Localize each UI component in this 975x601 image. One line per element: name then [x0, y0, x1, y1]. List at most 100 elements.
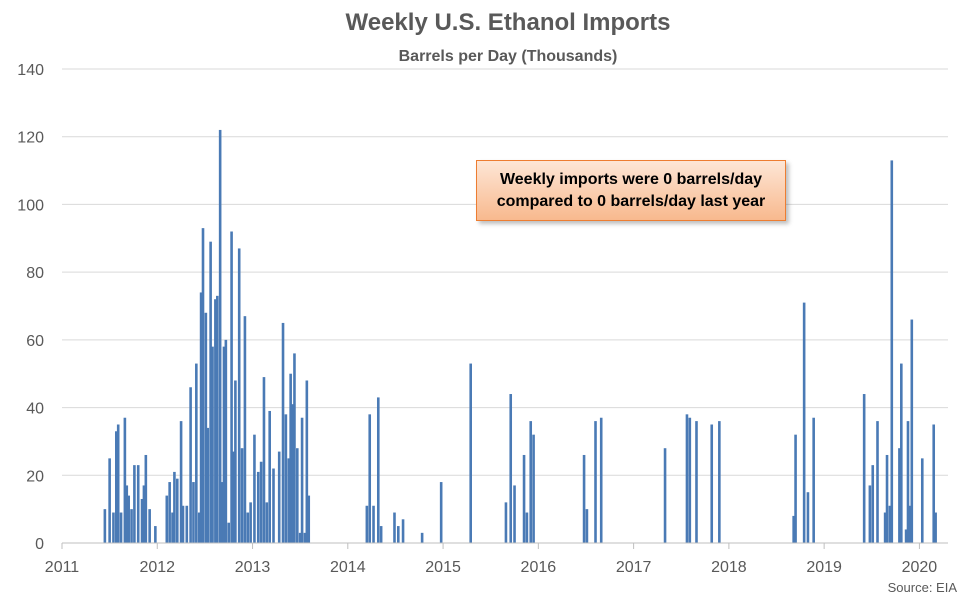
- bar: [812, 417, 815, 543]
- y-tick-label: 100: [17, 197, 44, 214]
- x-tick-label: 2020: [902, 559, 938, 576]
- bar: [237, 248, 241, 543]
- bar: [214, 299, 217, 543]
- bar: [140, 498, 144, 543]
- bar: [365, 505, 369, 543]
- bar: [420, 532, 424, 543]
- x-tick-label: 2015: [425, 559, 461, 576]
- bar: [262, 377, 266, 543]
- bar: [906, 421, 910, 543]
- bar: [802, 302, 806, 543]
- y-tick-label: 140: [17, 62, 44, 79]
- bar: [300, 417, 304, 543]
- bar: [189, 387, 192, 543]
- bar: [220, 482, 224, 543]
- y-tick-label: 0: [35, 536, 44, 553]
- bar: [296, 448, 299, 543]
- bar: [253, 434, 256, 543]
- bar: [112, 512, 115, 543]
- bar: [265, 502, 269, 543]
- bar: [806, 492, 810, 543]
- bar: [594, 421, 597, 543]
- bar: [401, 519, 405, 543]
- bar: [234, 380, 237, 543]
- bar: [291, 404, 294, 543]
- bar: [179, 421, 183, 543]
- bar: [195, 363, 198, 543]
- bar: [876, 421, 879, 543]
- bar: [695, 421, 698, 543]
- bar: [868, 485, 872, 543]
- bar: [284, 414, 288, 543]
- x-tick-label: 2013: [235, 559, 271, 576]
- bar: [305, 380, 309, 543]
- bar: [259, 461, 263, 543]
- chart-title: Weekly U.S. Ethanol Imports: [346, 9, 671, 36]
- bar: [148, 509, 151, 543]
- bar: [246, 512, 250, 543]
- bar: [206, 427, 210, 543]
- bar: [439, 482, 443, 543]
- x-tick-label: 2018: [711, 559, 747, 576]
- bar: [230, 231, 233, 543]
- bar: [900, 363, 903, 543]
- bar: [171, 512, 174, 543]
- bar: [185, 505, 189, 543]
- bar: [289, 373, 292, 543]
- bar: [376, 397, 380, 543]
- bar: [298, 532, 302, 543]
- bar: [663, 448, 667, 543]
- bar: [154, 526, 157, 543]
- bar: [599, 417, 603, 543]
- bar: [103, 509, 107, 543]
- bar: [204, 312, 208, 543]
- bar: [133, 465, 136, 543]
- bar: [268, 410, 271, 543]
- bar: [272, 468, 275, 543]
- bar: [509, 394, 513, 543]
- bar: [119, 512, 123, 543]
- bar: [125, 485, 129, 543]
- x-tick-label: 2019: [806, 559, 842, 576]
- bar: [525, 512, 529, 543]
- source-note: Source: EIA: [887, 580, 957, 595]
- bar: [240, 448, 244, 543]
- bar: [224, 339, 228, 543]
- bar: [142, 485, 146, 543]
- bar: [211, 346, 214, 543]
- bar: [685, 414, 689, 543]
- bar: [513, 485, 516, 543]
- bar: [192, 482, 195, 543]
- bar: [862, 394, 866, 543]
- chart-subtitle: Barrels per Day (Thousands): [399, 48, 618, 65]
- bar: [108, 458, 111, 543]
- bar: [116, 424, 120, 543]
- bar: [281, 322, 285, 543]
- bar: [920, 458, 924, 543]
- bar: [227, 522, 231, 543]
- bar: [393, 512, 396, 543]
- bar: [890, 160, 894, 543]
- bar: [710, 424, 714, 543]
- bar: [222, 346, 226, 543]
- bar: [883, 512, 887, 543]
- bar: [794, 434, 797, 543]
- bar: [256, 471, 260, 543]
- x-tick-label: 2014: [330, 559, 366, 576]
- bar: [232, 451, 235, 543]
- y-axis-ticks: 0 20 40 60 80 100 120 140: [17, 62, 44, 553]
- bar: [197, 512, 201, 543]
- x-tick-label: 2011: [45, 559, 80, 576]
- bar: [201, 228, 205, 543]
- bar: [209, 241, 212, 544]
- bar: [136, 465, 140, 543]
- bar: [165, 495, 169, 543]
- bar: [932, 424, 936, 543]
- x-tick-label: 2017: [616, 559, 652, 576]
- bar: [522, 454, 526, 543]
- bar: [469, 363, 472, 543]
- bar: [277, 451, 281, 543]
- bar: [898, 448, 901, 543]
- bar: [218, 129, 222, 543]
- bar: [934, 512, 937, 543]
